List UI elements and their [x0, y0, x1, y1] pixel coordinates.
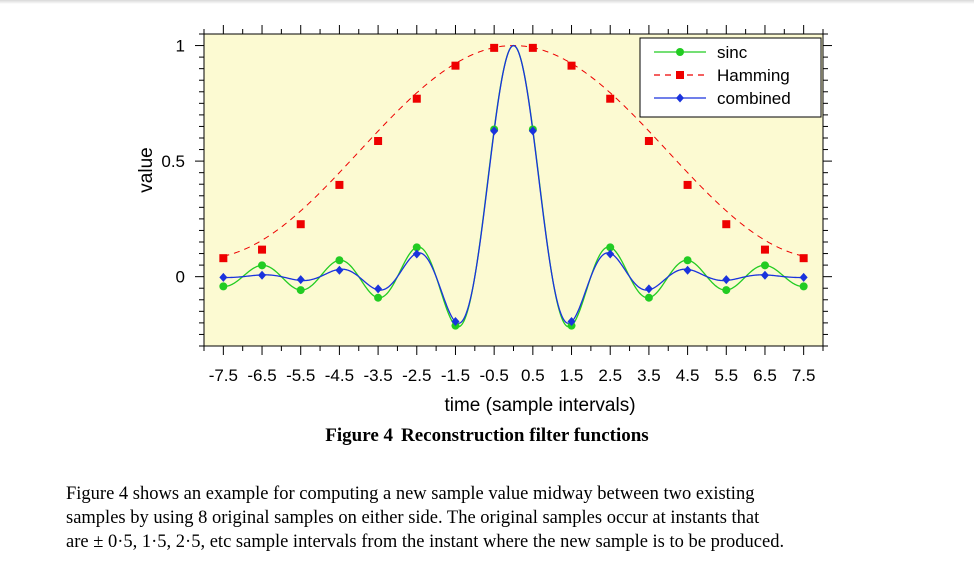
combined-point [683, 265, 692, 275]
combined-point [258, 270, 267, 280]
sinc-point [644, 293, 653, 302]
hamming-point [335, 180, 344, 189]
x-tick-label: -3.5 [363, 366, 392, 385]
sinc-point [683, 256, 692, 265]
y-tick-label: 0 [176, 268, 185, 287]
legend-label: Hamming [717, 66, 790, 85]
combined-point [412, 249, 421, 259]
hamming-point [606, 94, 615, 103]
combined-point [219, 272, 228, 282]
sinc-point [412, 243, 421, 252]
legend-marker [676, 71, 684, 79]
sinc-point [374, 293, 383, 302]
combined-point [799, 272, 808, 282]
sinc-point [722, 286, 731, 295]
x-tick-labels: -7.5 -6.5 -5.5 -4.5 -3.5 -2.5 -1.5 -0.5 0.5 1.5 2.… [209, 366, 816, 385]
axis-ticks [195, 25, 832, 355]
combined-point [606, 249, 615, 259]
combined-series-line [223, 44, 804, 324]
x-tick-label: 2.5 [598, 366, 622, 385]
paragraph-line: are ± 0·5, 1·5, 2·5, etc sample interval… [66, 532, 785, 552]
filter-chart: -7.5 -6.5 -5.5 -4.5 -3.5 -2.5 -1.5 -0.5 0.5 1.5 2.… [136, 25, 832, 416]
y-tick-label: 1 [176, 37, 185, 56]
x-axis-label: time (sample intervals) [444, 395, 635, 416]
combined-point [296, 275, 305, 285]
sinc-point [335, 256, 344, 265]
x-tick-label: 1.5 [560, 366, 584, 385]
x-tick-label: -1.5 [441, 366, 470, 385]
sinc-point [799, 282, 808, 291]
y-tick-label: 0.5 [161, 152, 185, 171]
combined-point [451, 317, 460, 327]
legend-marker [676, 48, 684, 56]
sinc-point [258, 261, 267, 270]
x-tick-label: 0.5 [521, 366, 545, 385]
hamming-point [644, 137, 653, 146]
x-tick-label: -7.5 [209, 366, 238, 385]
body-paragraph: Figure 4 shows an example for computing … [66, 482, 946, 554]
hamming-point [722, 220, 731, 229]
hamming-point [760, 245, 769, 254]
combined-point [374, 284, 383, 294]
figure-caption: Figure 4 Reconstruction filter functions [0, 425, 974, 447]
chart-legend: sinc Hamming combined [639, 37, 822, 118]
legend-label: sinc [717, 43, 748, 62]
x-tick-label: 3.5 [637, 366, 661, 385]
figure-caption-title: Reconstruction filter functions [401, 425, 649, 446]
paragraph-line: samples by using 8 original samples on e… [66, 508, 760, 528]
hamming-point [451, 61, 460, 70]
combined-point [722, 275, 731, 285]
hamming-point [296, 220, 305, 229]
x-tick-label: -6.5 [247, 366, 276, 385]
y-tick-labels: 00.51 [161, 37, 185, 287]
figure-number: Figure 4 [325, 425, 394, 446]
x-tick-label: -2.5 [402, 366, 431, 385]
hamming-point [374, 137, 383, 146]
x-tick-label: -0.5 [480, 366, 509, 385]
combined-point [567, 317, 576, 327]
hamming-point [258, 245, 267, 254]
sinc-point [760, 261, 769, 270]
combined-point [335, 265, 344, 275]
x-tick-label: 6.5 [753, 366, 777, 385]
hamming-point [799, 254, 808, 263]
series-markers [219, 43, 808, 330]
legend-box [639, 37, 822, 118]
legend-marker [676, 93, 684, 103]
hamming-point [412, 94, 421, 103]
x-tick-label: -5.5 [286, 366, 315, 385]
x-tick-label: 4.5 [676, 366, 700, 385]
sinc-point [219, 282, 228, 291]
sinc-point [606, 243, 615, 252]
page-top-shadow [0, 0, 974, 4]
combined-point [760, 270, 769, 280]
hamming-point [683, 180, 692, 189]
hamming-point [528, 43, 537, 52]
sinc-point [296, 286, 305, 295]
combined-point [528, 126, 537, 136]
hamming-point [490, 43, 499, 52]
x-tick-label: 5.5 [714, 366, 738, 385]
hamming-point [567, 61, 576, 70]
series-lines [223, 44, 804, 328]
x-tick-label: 7.5 [792, 366, 816, 385]
y-axis-label: value [136, 147, 157, 192]
hamming-point [219, 254, 228, 263]
combined-point [644, 284, 653, 294]
x-tick-label: -4.5 [325, 366, 354, 385]
legend-label: combined [717, 89, 791, 108]
paragraph-line: Figure 4 shows an example for computing … [66, 484, 755, 504]
combined-point [490, 126, 499, 136]
